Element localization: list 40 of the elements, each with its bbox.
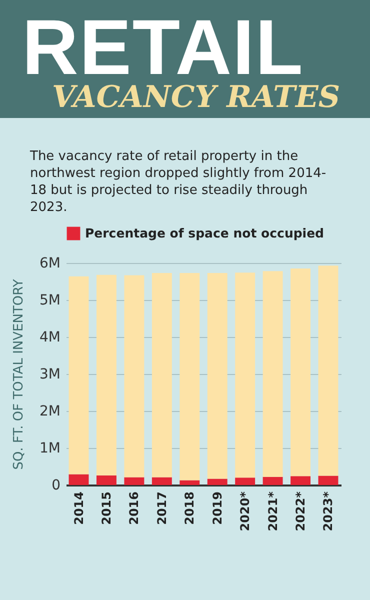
x-tick-label: 2019 [210, 492, 224, 525]
bar [262, 476, 283, 485]
bar [96, 475, 116, 485]
bar [235, 478, 256, 485]
bar [96, 274, 116, 476]
bar [180, 480, 200, 485]
bar [318, 266, 338, 476]
x-tick-label: 2014 [72, 492, 86, 525]
bar [207, 478, 228, 485]
bar [124, 275, 144, 478]
x-tick-label: 2022* [294, 490, 308, 532]
bar [262, 271, 283, 477]
y-tick-label: 4M [40, 330, 60, 346]
bar [152, 477, 172, 485]
bar [290, 476, 311, 485]
x-tick-label: 2016 [127, 492, 142, 525]
x-tick-label: 2023* [321, 490, 336, 532]
bar [207, 272, 228, 479]
text: The vacancy rate of retail property in the northwest region dropped slightly from 2014-18 but is projected to rise steadily through 2023. [30, 148, 328, 216]
y-tick-label: 3M [40, 366, 60, 382]
x-tick-label: 2017 [154, 492, 169, 525]
bar [124, 477, 144, 485]
x-tick-label: 2021* [266, 490, 280, 532]
bar [318, 476, 338, 485]
bar [152, 272, 172, 478]
y-tick-label: 1M [40, 440, 60, 456]
bar [180, 272, 200, 480]
x-tick-label: 2018 [182, 492, 197, 525]
y-tick-label: 0 [52, 478, 60, 494]
bar [235, 272, 256, 478]
x-tick-label: 2020* [238, 490, 252, 532]
bar [68, 474, 89, 485]
y-tick-label: 5M [40, 292, 60, 308]
bar [290, 268, 311, 476]
legend-label: Percentage of space not occupied [85, 226, 324, 240]
bar [68, 276, 89, 474]
y-axis-title: SQ. FT. OF TOTAL INVENTORY [12, 279, 27, 470]
y-tick-label: 2M [40, 404, 60, 420]
y-tick-label: 6M [40, 256, 60, 272]
x-tick-label: 2015 [99, 492, 114, 525]
